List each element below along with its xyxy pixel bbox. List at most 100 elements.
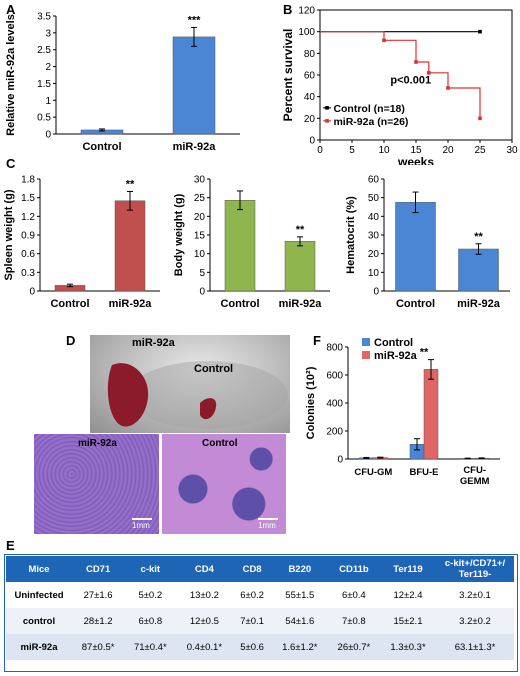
table-header-cell: Ter119: [379, 556, 436, 582]
table-cell: 0.4±0.1*: [176, 634, 233, 660]
histology-label-mir92a: miR-92a: [78, 438, 117, 449]
y-tick-label: 400: [326, 399, 343, 410]
table-cell: 15±2.1: [379, 608, 436, 634]
y-tick-label: 40: [368, 212, 380, 223]
mir92a-spleen: [107, 363, 149, 427]
table-row: Uninfected 27±1.6 5±0.2 13±0.2 6±0.2 55±…: [6, 582, 514, 608]
survival-marker: [446, 86, 450, 90]
y-tick-label: 0: [373, 287, 379, 298]
x-tick-label: GEMM: [460, 476, 490, 487]
spleen-photo: miR-92a Control: [90, 335, 290, 433]
y-tick-label: 0: [45, 130, 51, 141]
x-tick-label: 30: [506, 145, 518, 156]
y-tick-label: 30: [194, 175, 206, 186]
bar: [284, 241, 316, 292]
bar: [458, 248, 499, 292]
table-header-cell: CD11b: [327, 556, 380, 582]
table-header-cell: Mice: [6, 556, 72, 582]
y-tick-label: 25: [194, 193, 206, 204]
y-axis-title: Spleen weight (g): [3, 189, 15, 280]
y-tick-label: 50: [368, 193, 380, 204]
x-tick-label: BFU-E: [409, 467, 438, 478]
table-header-cell: c-kit+/CD71+/ Ter119-: [436, 556, 514, 582]
y-tick-label: 0: [337, 455, 343, 466]
y-tick-label: 5: [199, 268, 205, 279]
chart-b-survival: 0 20 40 60 80 100 120 0 5 10 15 20 25 30 weeks Percent …: [281, 6, 518, 166]
x-tick-label: 10: [378, 145, 390, 156]
panel-label-e: E: [6, 538, 15, 553]
table-header-cell: B220: [271, 556, 328, 582]
panel-label-f: F: [313, 333, 321, 348]
table-cell: 1.3±0.3*: [379, 634, 436, 660]
panel-label-a: A: [6, 2, 16, 17]
y-tick-label: 0.9: [21, 231, 35, 242]
y-tick-label: 3: [45, 28, 51, 39]
y-tick-label: 1: [45, 96, 51, 107]
spleen-photo-label-control: Control: [194, 363, 234, 375]
y-tick-label: 1.5: [21, 193, 35, 204]
y-tick-label: 1.8: [21, 175, 35, 186]
legend-swatch: [362, 351, 370, 359]
table-cell: 55±1.5: [271, 582, 328, 608]
x-axis-title: weeks: [397, 155, 434, 165]
bar: [114, 200, 146, 292]
x-tick-label: Control: [50, 298, 89, 310]
table-cell: 6±0.2: [232, 582, 272, 608]
y-tick-label: 2: [45, 62, 51, 73]
legend-swatch: [362, 338, 370, 346]
table-cell: 63.1±1.3*: [436, 634, 514, 660]
x-tick-label: CFU-: [463, 465, 486, 476]
table-cell: 3.2±0.2: [436, 608, 514, 634]
legend-label: Control (n=18): [333, 103, 404, 115]
table-cell: 6±0.8: [124, 608, 177, 634]
table-header-cell: CD4: [176, 556, 233, 582]
legend-label: miR-92a: [374, 350, 418, 362]
survival-marker: [478, 29, 482, 34]
scale-bar-2: [258, 518, 278, 520]
x-tick-label: 25: [474, 145, 486, 156]
y-tick-label: 0.6: [21, 249, 35, 260]
table-frame: [4, 554, 518, 672]
x-tick-label: Control: [396, 298, 435, 310]
survival-line: [320, 31, 481, 119]
panel-label-b: B: [283, 2, 293, 17]
significance-label: ***: [188, 14, 202, 26]
y-axis-title: Relative miR-92a levels: [5, 14, 17, 136]
bar: [395, 202, 436, 292]
table-cell: 5±0.6: [232, 634, 272, 660]
legend-marker: [325, 106, 329, 110]
chart-c-body-weight: 0 5 10 15 20 25 30 Body weight (g) Control ** miR-…: [173, 175, 330, 310]
legend-label: miR-92a (n=26): [333, 116, 408, 128]
scale-label-1: 1mm: [132, 521, 150, 530]
table-cell: 3.2±0.1: [436, 582, 514, 608]
x-tick-label: miR-92a: [173, 141, 217, 153]
table-cell: 87±0.5*: [72, 634, 125, 660]
y-tick-label: 0.3: [21, 268, 35, 279]
y-axis-title: Body weight (g): [173, 193, 185, 276]
significance-label: **: [296, 224, 305, 236]
table-cell: miR-92a: [6, 634, 72, 660]
y-tick-label: 15: [194, 231, 206, 242]
legend-label: Control: [374, 337, 413, 349]
table-cell: 1.6±1.2*: [271, 634, 328, 660]
y-tick-label: 20: [194, 212, 206, 223]
x-tick-label: Control: [220, 298, 259, 310]
survival-marker: [478, 116, 482, 121]
legend-marker: [325, 119, 329, 123]
table-header-cell: c-kit: [124, 556, 177, 582]
y-tick-label: 0: [309, 136, 315, 147]
table-cell: 12±0.5: [176, 608, 233, 634]
table-row: miR-92a 87±0.5* 71±0.4* 0.4±0.1* 5±0.6 1…: [6, 634, 514, 660]
y-tick-label: 80: [304, 49, 316, 60]
x-tick-label: 0: [317, 145, 323, 156]
y-tick-label: 2.5: [37, 45, 51, 56]
y-tick-label: 10: [194, 249, 206, 260]
histology-control: Control 1mm: [162, 434, 286, 534]
y-tick-label: 0.5: [37, 113, 51, 124]
y-tick-label: 600: [326, 371, 343, 382]
y-tick-label: 60: [304, 71, 316, 82]
y-tick-label: 40: [304, 92, 316, 103]
panel-label-c: C: [6, 156, 16, 171]
table-cell: Uninfected: [6, 582, 72, 608]
table-header-row: Mice CD71 c-kit CD4 CD8 B220 CD11b Ter11…: [6, 556, 514, 582]
